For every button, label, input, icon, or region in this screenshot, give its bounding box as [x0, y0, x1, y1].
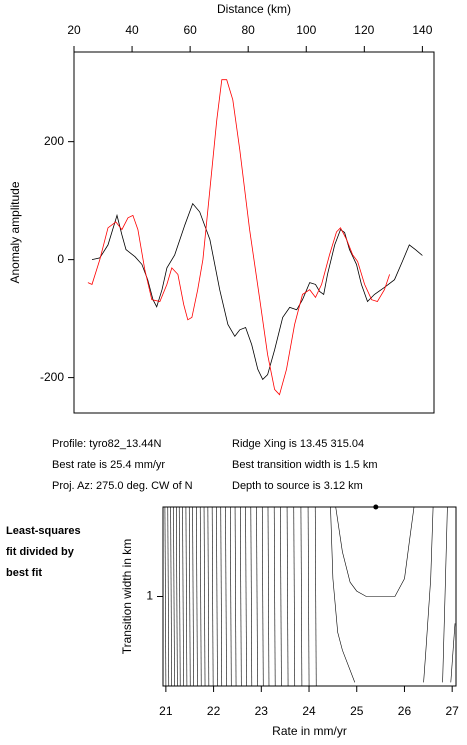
plot-frame [162, 506, 457, 687]
x-tick-label: 22 [207, 704, 221, 718]
y-tick-label: -200 [40, 370, 64, 384]
contour-line [307, 506, 310, 687]
x-tick-label: 40 [125, 23, 139, 37]
x-tick-label: 140 [412, 23, 432, 37]
contour-line [182, 506, 184, 687]
contour-line [185, 506, 188, 687]
contour-line [261, 506, 264, 687]
plot-frame [73, 51, 435, 414]
y-axis-label: Anomaly amplitude [8, 181, 22, 283]
contour-line [173, 506, 175, 687]
contour-line [220, 506, 223, 687]
annotation: Depth to source is 3.12 km [232, 480, 363, 492]
chart-title: Least-squares [6, 525, 81, 537]
profile-line [87, 79, 390, 396]
x-tick-label: 24 [302, 704, 316, 718]
x-tick-label: 20 [67, 23, 81, 37]
contour-line [234, 506, 237, 687]
x-tick-label: 100 [296, 23, 316, 37]
chart-title: best fit [6, 567, 42, 579]
x-tick-label: 27 [446, 704, 460, 718]
contour-line [286, 506, 289, 687]
contour-line [211, 506, 214, 687]
contour-line [178, 506, 181, 687]
contour-line [267, 506, 270, 687]
x-tick-label: 21 [159, 704, 173, 718]
y-axis-label: Transition width in km [120, 539, 134, 655]
annotation: Ridge Xing is 13.45 315.04 [232, 438, 364, 450]
contour-line [450, 623, 456, 683]
contour-line [250, 506, 253, 687]
annotation: Best transition width is 1.5 km [232, 459, 378, 471]
x-tick-label: 26 [398, 704, 412, 718]
contour-line [240, 506, 242, 687]
contour-line [192, 506, 194, 687]
contour-line [203, 506, 206, 687]
contour-line [280, 506, 282, 687]
contour-line [176, 506, 178, 687]
y-tick-label: 200 [44, 134, 64, 148]
annotation: Best rate is 25.4 mm/yr [52, 459, 165, 471]
contour-line [164, 506, 167, 687]
profile-line [91, 202, 423, 381]
y-tick-label: 0 [57, 252, 64, 266]
contour-line [225, 506, 227, 687]
contour-line [216, 506, 218, 687]
annotation: Proj. Az: 275.0 deg. CW of N [52, 480, 193, 492]
y-tick-label: 1 [146, 589, 153, 603]
contour-line [335, 506, 415, 597]
best-fit-point [373, 504, 379, 510]
contour-line [196, 506, 198, 687]
contour-line [256, 506, 258, 687]
contour-line [293, 506, 296, 687]
x-tick-label: 60 [183, 23, 197, 37]
x-axis-label: Rate in mm/yr [272, 724, 347, 738]
contour-line [300, 506, 303, 687]
contour-line [273, 506, 276, 687]
contour-line [314, 506, 317, 687]
contour-line [167, 506, 170, 687]
chart-title: fit divided by [6, 546, 75, 558]
x-tick-label: 80 [242, 23, 256, 37]
contour-line [188, 506, 191, 687]
contour-line [423, 506, 434, 683]
contour-line [229, 506, 232, 687]
x-tick-label: 120 [354, 23, 374, 37]
x-tick-label: 23 [255, 704, 269, 718]
contour-line [245, 506, 247, 687]
contour-line [199, 506, 202, 687]
annotation: Profile: tyro82_13.44N [52, 438, 162, 450]
x-axis-label: Distance (km) [217, 2, 291, 16]
x-tick-label: 25 [350, 704, 364, 718]
contour-line [442, 506, 448, 683]
contour-line [207, 506, 210, 687]
contour-line [330, 506, 356, 683]
contour-line [170, 506, 172, 687]
